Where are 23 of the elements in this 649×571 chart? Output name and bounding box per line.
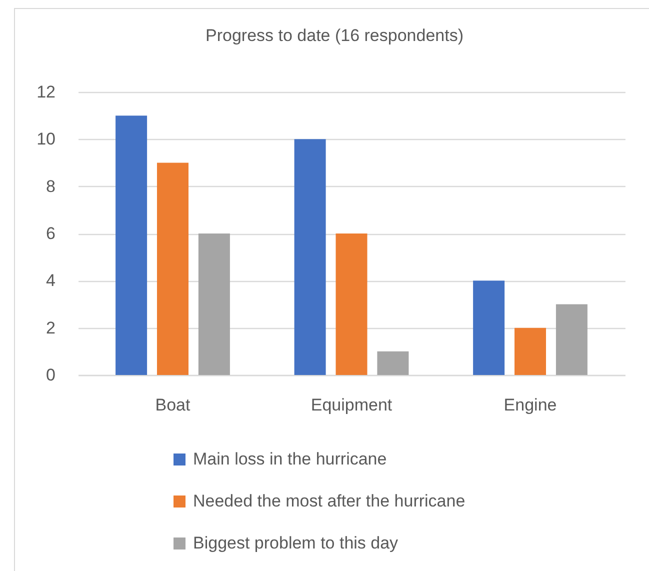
x-tick-label: Equipment <box>310 396 392 414</box>
bar <box>377 351 409 375</box>
y-tick-label: 4 <box>46 271 56 290</box>
bar <box>473 280 505 375</box>
chart-title: Progress to date (16 respondents) <box>206 26 464 45</box>
y-tick-label: 0 <box>46 366 56 384</box>
y-tick-label: 12 <box>36 82 56 102</box>
bar <box>294 139 326 375</box>
legend-label: Biggest problem to this day <box>193 534 399 552</box>
legend-label: Main loss in the hurricane <box>193 450 387 468</box>
y-tick-label: 10 <box>36 130 56 149</box>
y-tick-label: 8 <box>46 176 56 196</box>
x-tick-label: Boat <box>155 396 190 414</box>
bar <box>514 328 546 375</box>
bar <box>336 234 368 375</box>
bar <box>156 162 188 375</box>
bar <box>198 234 230 375</box>
legend-label: Needed the most after the hurricane <box>193 492 466 510</box>
y-tick-label: 6 <box>46 224 56 243</box>
y-tick-label: 2 <box>46 318 56 338</box>
bar <box>556 304 588 375</box>
x-tick-label: Engine <box>504 396 557 414</box>
bar <box>116 116 148 375</box>
